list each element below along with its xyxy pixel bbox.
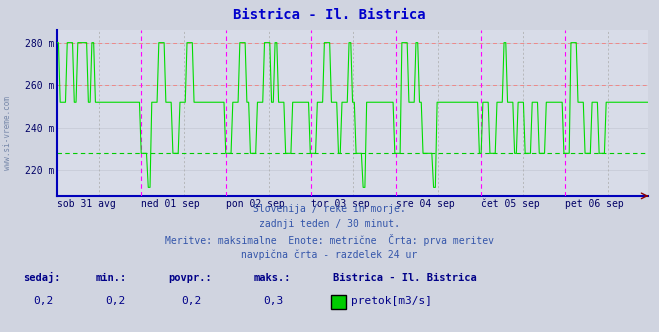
Text: www.si-vreme.com: www.si-vreme.com [3, 96, 13, 170]
Text: 0,3: 0,3 [264, 296, 284, 306]
Text: Slovenija / reke in morje.: Slovenija / reke in morje. [253, 204, 406, 214]
Text: navpična črta - razdelek 24 ur: navpična črta - razdelek 24 ur [241, 249, 418, 260]
Text: povpr.:: povpr.: [168, 273, 212, 283]
Text: 0,2: 0,2 [181, 296, 202, 306]
Text: sedaj:: sedaj: [23, 272, 61, 283]
Text: zadnji teden / 30 minut.: zadnji teden / 30 minut. [259, 219, 400, 229]
Text: Bistrica - Il. Bistrica: Bistrica - Il. Bistrica [333, 273, 476, 283]
Text: 0,2: 0,2 [105, 296, 126, 306]
Text: 0,2: 0,2 [33, 296, 53, 306]
Text: maks.:: maks.: [254, 273, 291, 283]
Text: Meritve: maksimalne  Enote: metrične  Črta: prva meritev: Meritve: maksimalne Enote: metrične Črta… [165, 234, 494, 246]
Text: min.:: min.: [96, 273, 127, 283]
Text: Bistrica - Il. Bistrica: Bistrica - Il. Bistrica [233, 8, 426, 22]
Text: pretok[m3/s]: pretok[m3/s] [351, 296, 432, 306]
